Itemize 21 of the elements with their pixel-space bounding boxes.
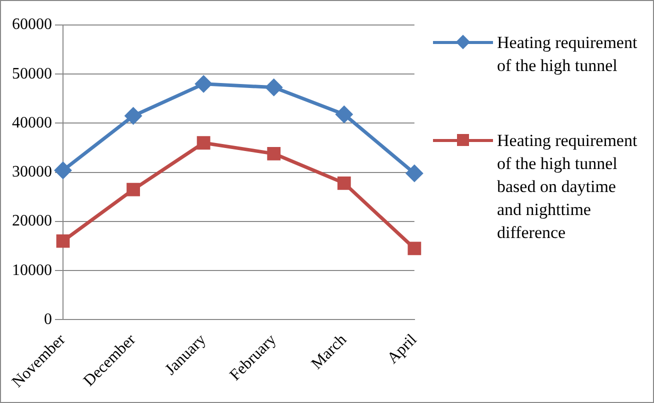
y-tick-label: 0: [44, 310, 52, 328]
point: [266, 79, 282, 96]
y-tick-label: 50000: [12, 65, 52, 82]
legend-label: Heating requirement of the high tunnel based on daytime and nighttime difference: [497, 130, 638, 244]
y-tick-label: 40000: [12, 114, 52, 132]
legend-label: Heating requirement of the high tunnel: [497, 32, 638, 77]
point: [54, 162, 72, 179]
point: [126, 182, 140, 196]
point: [196, 136, 210, 150]
y-tick-label: 60000: [12, 16, 52, 34]
point: [56, 234, 70, 248]
y-tick-label: 10000: [12, 262, 52, 279]
point: [267, 146, 281, 160]
point: [337, 176, 351, 190]
point: [195, 76, 212, 92]
y-tick-label: 30000: [12, 164, 52, 181]
y-tick-label: 20000: [12, 212, 52, 230]
point: [408, 242, 422, 256]
point: [125, 108, 142, 124]
point: [406, 165, 423, 182]
point: [336, 106, 352, 123]
